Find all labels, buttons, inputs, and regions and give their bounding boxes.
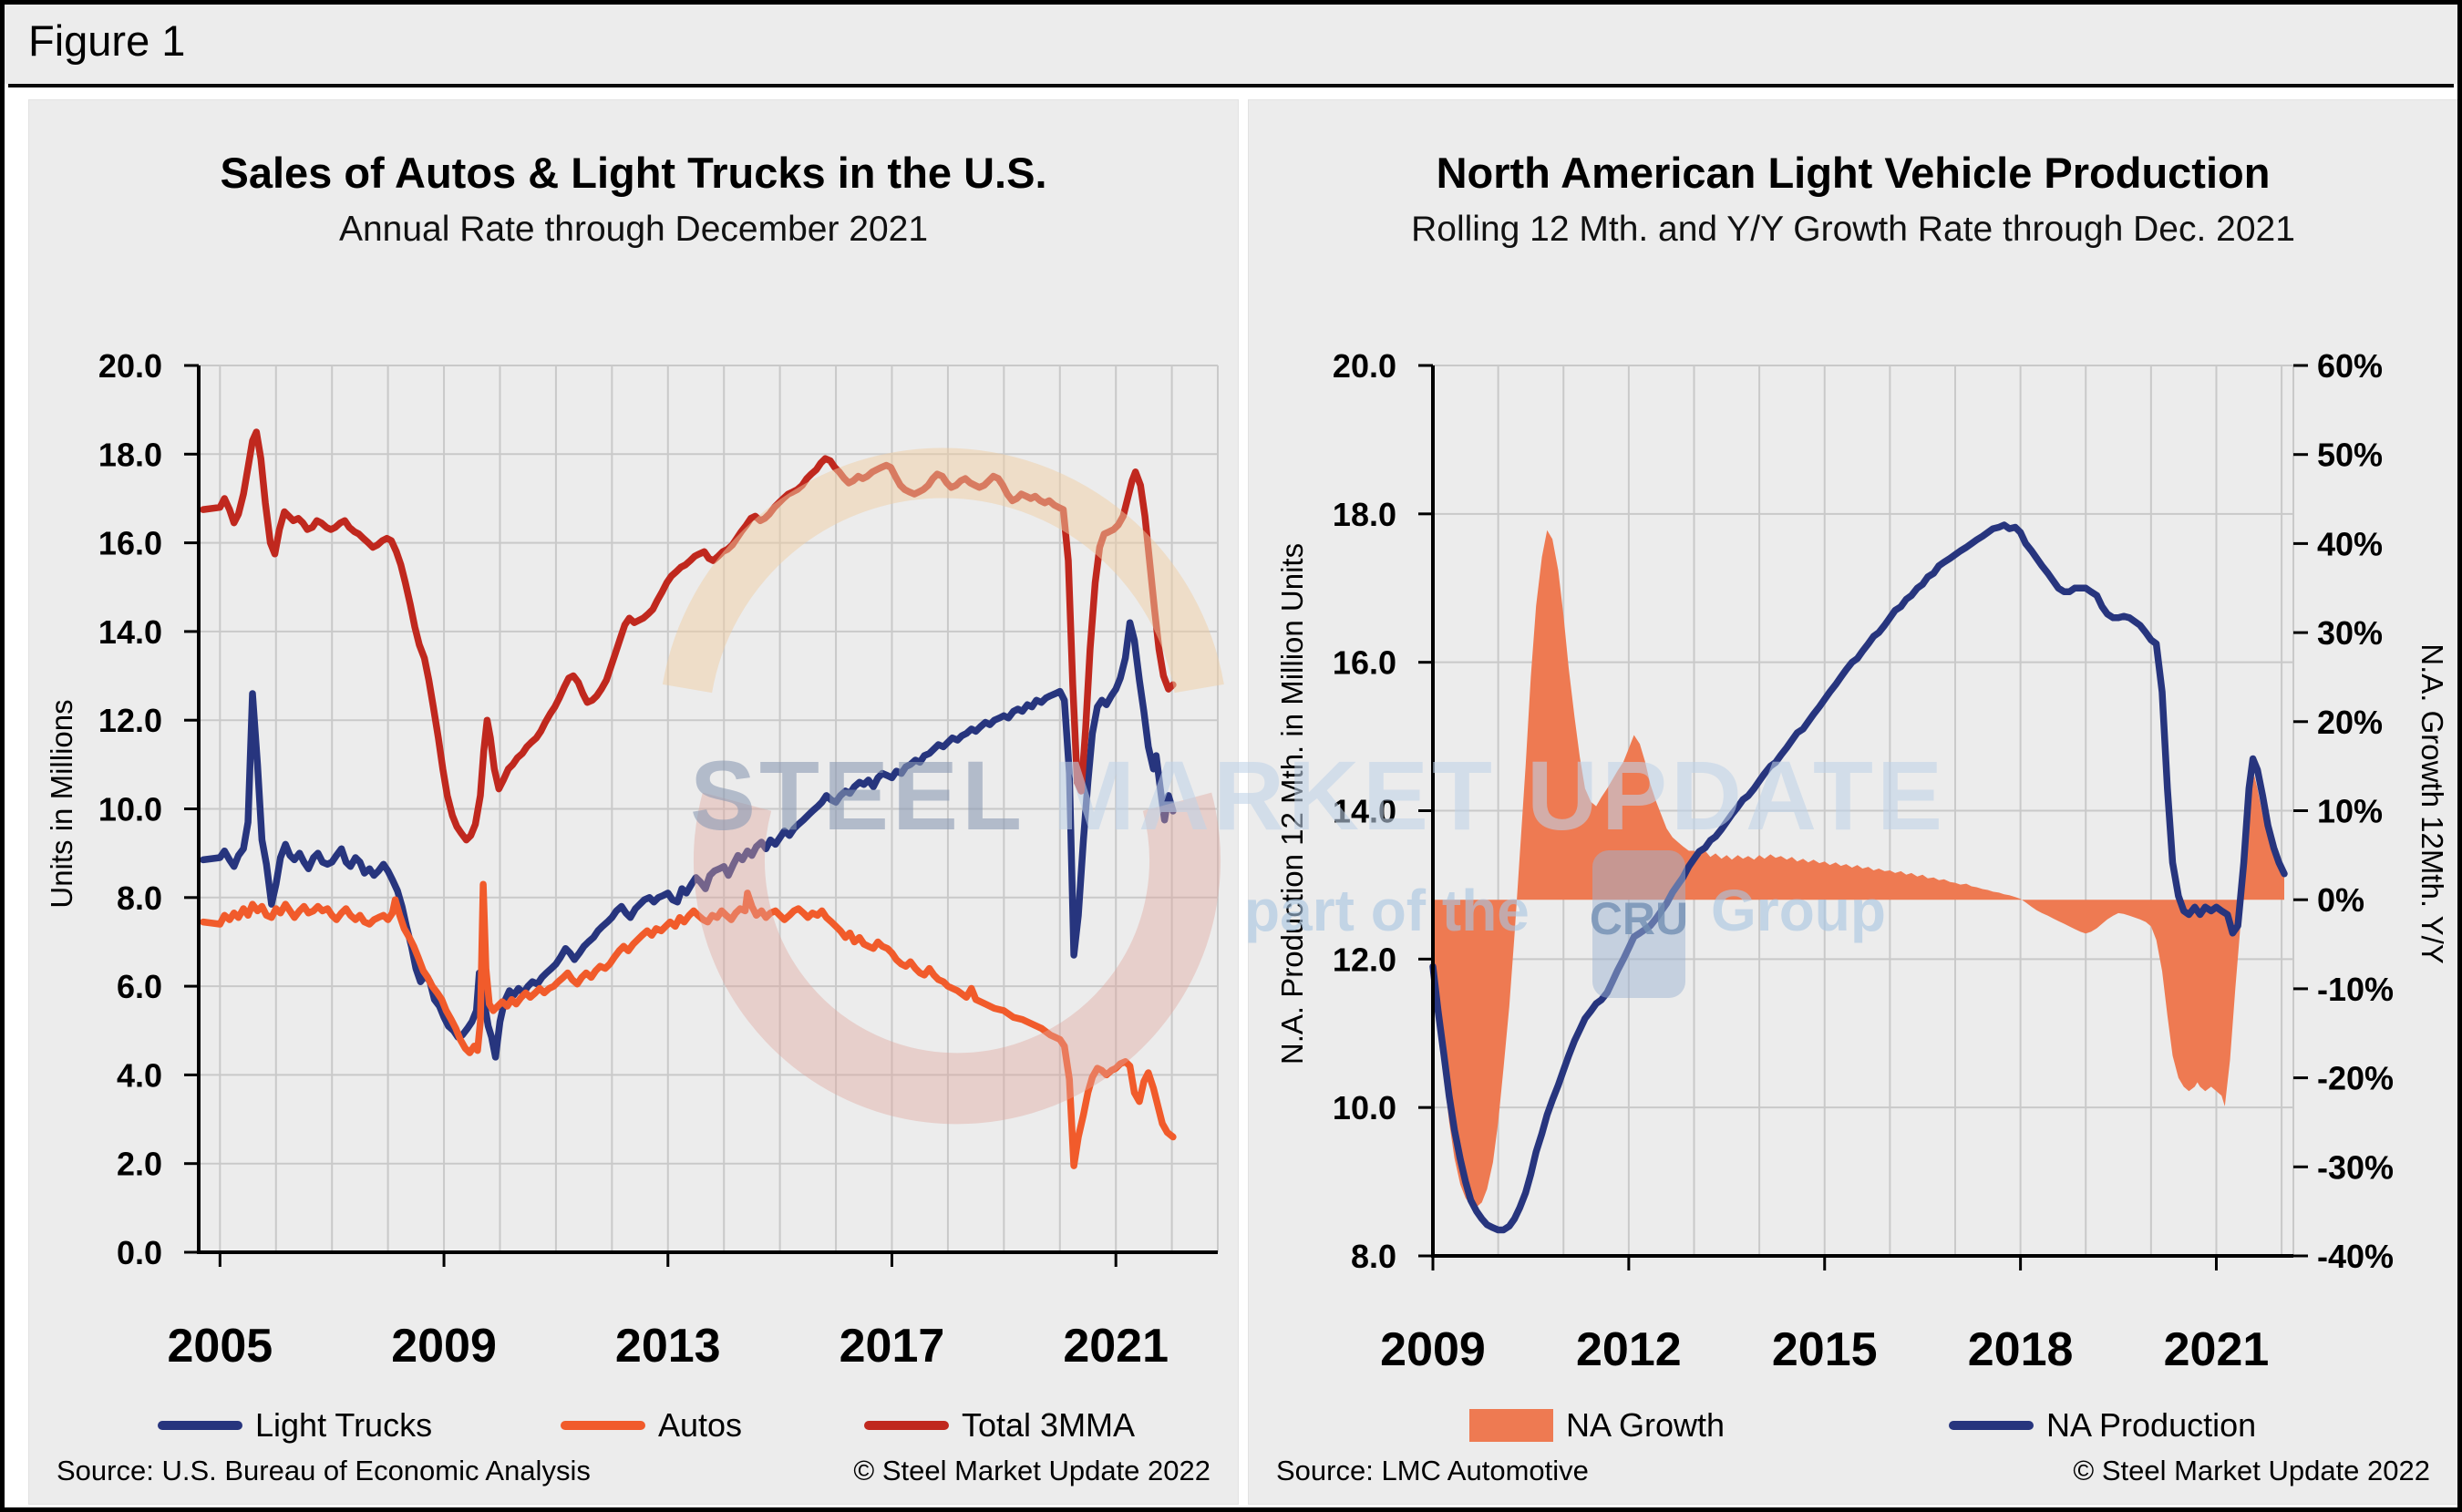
svg-text:18.0: 18.0: [98, 436, 162, 473]
svg-text:2009: 2009: [1380, 1323, 1486, 1376]
svg-text:10.0: 10.0: [1333, 1089, 1396, 1126]
sales-chart-footer: Source: U.S. Bureau of Economic Analysis…: [57, 1455, 1210, 1487]
legend-item-na-production: NA Production: [1949, 1404, 2256, 1447]
legend-item-autos: Autos: [561, 1404, 742, 1447]
svg-text:0%: 0%: [2317, 881, 2364, 919]
svg-text:16.0: 16.0: [98, 525, 162, 562]
production-chart-source: Source: LMC Automotive: [1276, 1455, 1589, 1486]
svg-text:2005: 2005: [167, 1320, 273, 1373]
sales-chart-title: Sales of Autos & Light Trucks in the U.S…: [220, 149, 1047, 197]
svg-text:20.0: 20.0: [98, 347, 162, 385]
legend-label: Autos: [658, 1406, 743, 1444]
legend-label: Light Trucks: [255, 1406, 433, 1444]
svg-text:12.0: 12.0: [1333, 941, 1396, 978]
svg-text:2021: 2021: [1063, 1320, 1169, 1373]
svg-text:30%: 30%: [2317, 614, 2383, 652]
sales-chart-subtitle: Annual Rate through December 2021: [338, 210, 929, 249]
legend-label: NA Growth: [1566, 1406, 1725, 1444]
production-chart-panel: North American Light Vehicle Production …: [1248, 99, 2457, 1505]
sales-chart-copyright: © Steel Market Update 2022: [853, 1455, 1210, 1486]
series-na-production: [1429, 521, 2288, 1234]
svg-text:2021: 2021: [2164, 1323, 2270, 1376]
na-production-swatch: [1949, 1421, 2034, 1430]
svg-text:60%: 60%: [2317, 347, 2383, 385]
production-chart-subtitle: Rolling 12 Mth. and Y/Y Growth Rate thro…: [1411, 210, 2295, 249]
light-trucks-swatch: [158, 1421, 242, 1430]
legend-item-na-growth: NA Growth: [1469, 1404, 1725, 1447]
na-growth-swatch: [1469, 1409, 1553, 1442]
svg-text:20%: 20%: [2317, 704, 2383, 741]
svg-text:0.0: 0.0: [117, 1234, 162, 1271]
svg-text:2018: 2018: [1968, 1323, 2074, 1376]
legend-label: NA Production: [2046, 1406, 2257, 1444]
production-chart-title: North American Light Vehicle Production: [1436, 149, 2271, 197]
figure-header: Figure 1: [5, 5, 2457, 84]
svg-text:14.0: 14.0: [1333, 793, 1396, 830]
svg-text:2012: 2012: [1576, 1323, 1682, 1376]
sales-chart-plot: 0.0 2.0 4.0 6.0 8.0 10.0 12.0 14.0 16.0 18.0 20.0 2…: [98, 347, 1219, 1373]
svg-text:2.0: 2.0: [117, 1146, 162, 1183]
svg-text:-20%: -20%: [2317, 1060, 2394, 1097]
svg-text:2015: 2015: [1772, 1323, 1878, 1376]
production-chart-copyright: © Steel Market Update 2022: [2073, 1455, 2430, 1486]
production-chart-footer: Source: LMC Automotive © Steel Market Up…: [1276, 1455, 2430, 1487]
series-light-trucks: [200, 619, 1177, 1061]
svg-text:8.0: 8.0: [1351, 1238, 1396, 1275]
legend-item-light-trucks: Light Trucks: [158, 1404, 432, 1447]
svg-text:18.0: 18.0: [1333, 496, 1396, 533]
svg-text:10%: 10%: [2317, 793, 2383, 830]
svg-text:10.0: 10.0: [98, 791, 162, 828]
svg-text:-40%: -40%: [2317, 1238, 2394, 1275]
svg-text:-30%: -30%: [2317, 1148, 2394, 1186]
svg-text:16.0: 16.0: [1333, 644, 1396, 682]
svg-text:50%: 50%: [2317, 437, 2383, 474]
legend-label: Total 3MMA: [962, 1406, 1136, 1444]
production-chart-plot: 8.0 10.0 12.0 14.0 16.0 18.0 20.0 -40% -30% -20% -…: [1333, 347, 2394, 1376]
total-3mma-swatch: [864, 1421, 949, 1430]
series-na-growth: [1433, 530, 2284, 1208]
svg-text:2017: 2017: [840, 1320, 945, 1373]
production-chart-legend: NA Growth NA Production: [1249, 1404, 2457, 1447]
svg-text:2013: 2013: [615, 1320, 721, 1373]
sales-chart-panel: Sales of Autos & Light Trucks in the U.S…: [28, 99, 1239, 1505]
svg-text:14.0: 14.0: [98, 613, 162, 651]
legend-item-total-3mma: Total 3MMA: [864, 1404, 1135, 1447]
svg-text:2009: 2009: [391, 1320, 497, 1373]
series-autos: [200, 880, 1177, 1169]
svg-text:20.0: 20.0: [1333, 347, 1396, 385]
svg-text:8.0: 8.0: [117, 879, 162, 917]
svg-text:-10%: -10%: [2317, 971, 2394, 1008]
svg-text:12.0: 12.0: [98, 702, 162, 739]
figure-label: Figure 1: [28, 16, 186, 65]
svg-text:4.0: 4.0: [117, 1056, 162, 1094]
header-rule: [8, 84, 2454, 87]
autos-swatch: [561, 1421, 645, 1430]
svg-text:6.0: 6.0: [117, 968, 162, 1005]
sales-chart-legend: Light Trucks Autos Total 3MMA: [29, 1404, 1238, 1447]
svg-text:40%: 40%: [2317, 525, 2383, 562]
sales-chart-source: Source: U.S. Bureau of Economic Analysis: [57, 1455, 591, 1486]
